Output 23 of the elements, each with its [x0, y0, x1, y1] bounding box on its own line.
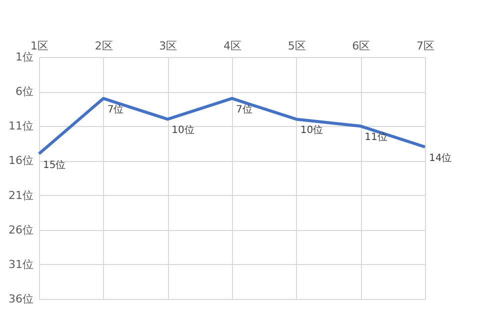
y-tick-label: 6位	[16, 85, 34, 98]
x-tick-label: 5区	[288, 40, 306, 52]
y-tick-label: 26位	[8, 223, 34, 236]
x-tick-label: 4区	[224, 40, 242, 52]
data-label: 15位	[43, 158, 66, 171]
data-label: 7位	[236, 103, 252, 116]
data-label: 10位	[172, 124, 194, 136]
y-tick-label: 16位	[8, 154, 34, 168]
x-tick-label: 7区	[416, 40, 434, 52]
y-tick-label: 11位	[8, 120, 34, 133]
x-tick-label: 6区	[352, 40, 370, 52]
y-tick-label: 21位	[8, 188, 34, 202]
y-tick-label: 1位	[16, 50, 34, 64]
x-tick-label: 2区	[94, 40, 113, 52]
x-tick-label: 3区	[159, 40, 178, 52]
data-label: 11位	[364, 131, 388, 144]
data-label: 14位	[429, 152, 452, 164]
y-tick-label: 36位	[8, 292, 34, 306]
x-tick-label: 1区	[30, 40, 48, 52]
line-series	[38, 96, 426, 156]
y-tick-label: 31位	[8, 258, 34, 271]
data-label: 10位	[300, 124, 324, 136]
data-label: 7位	[107, 103, 124, 116]
